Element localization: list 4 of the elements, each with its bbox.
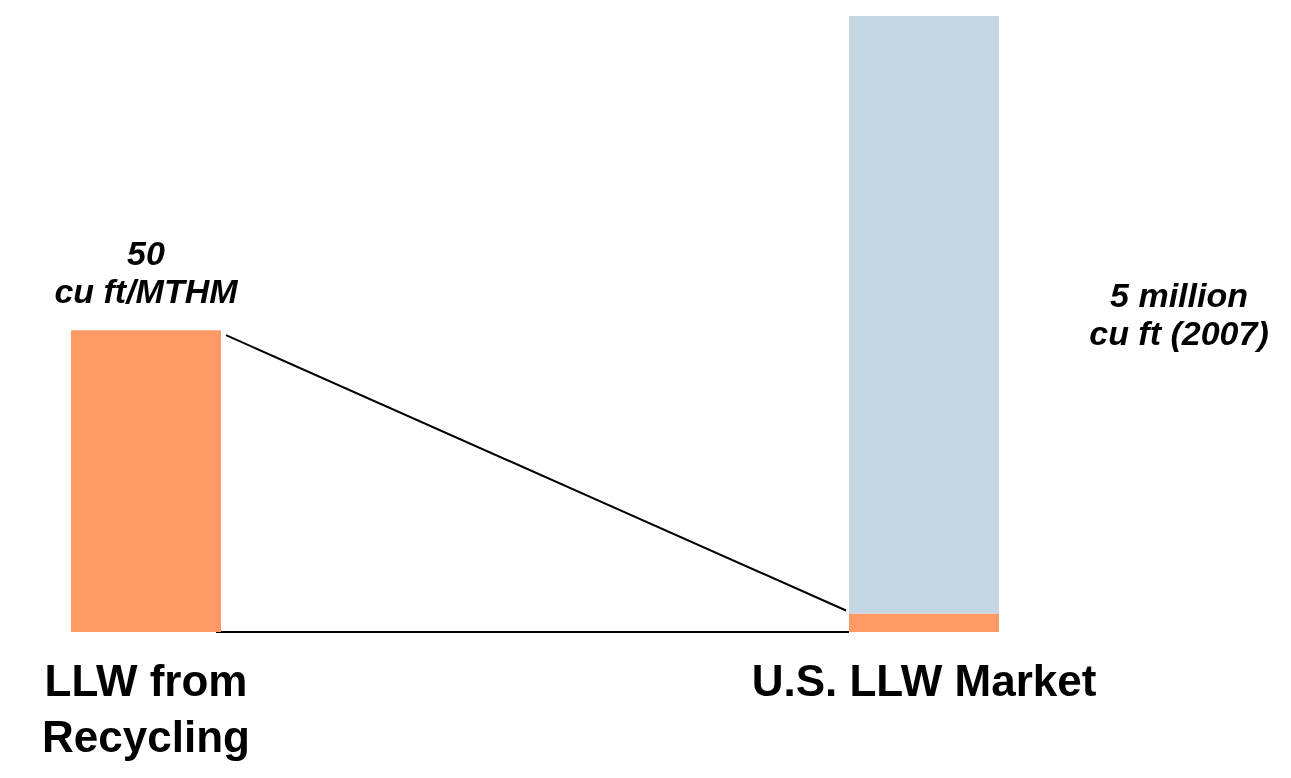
x-tick-label: U.S. LLW Market [751, 655, 1097, 705]
x-tick-label: LLW from Recycling [42, 655, 250, 761]
annotation: 50 cu ft/MTHM [54, 234, 239, 311]
annotation: 5 million cu ft (2007) [1089, 276, 1269, 352]
